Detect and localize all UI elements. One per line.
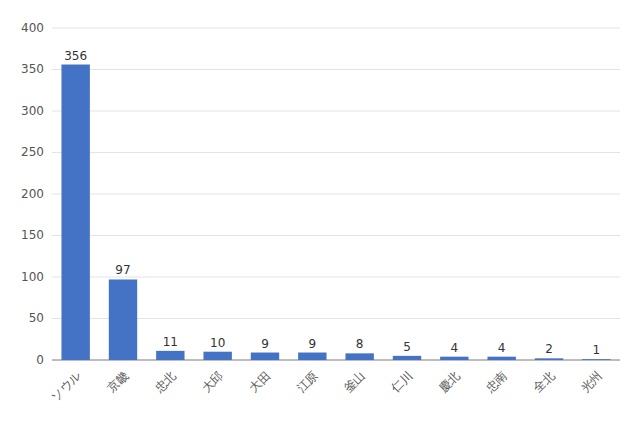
data-label: 2 [545,342,553,356]
y-tick-label: 50 [29,311,44,325]
data-label: 11 [163,335,178,349]
y-tick-label: 150 [21,228,44,242]
x-tick-label: 釜山 [341,368,368,395]
bar [109,279,137,360]
x-tick-label: 光州 [578,368,605,395]
data-label: 1 [593,343,601,357]
bar [393,356,421,360]
data-label: 4 [498,341,506,355]
y-tick-label: 300 [21,104,44,118]
grid-line [52,111,620,112]
page: {"chart_data": {"type": "bar", "categori… [0,0,640,440]
chart-container: 0 50 100 150 200 250 300 350 400 ソウル京畿忠北大邱大田江原釜山仁… [0,0,640,440]
x-tick-label: 慶北 [436,368,463,395]
data-label: 10 [210,336,225,350]
y-tick-label: 400 [21,21,44,35]
y-tick-label: 0 [36,353,44,367]
x-tick-label: 忠南 [482,368,510,396]
grid-line [52,28,620,29]
bar [298,353,326,360]
x-tick-label: 仁川 [388,368,416,396]
data-label: 8 [356,337,364,351]
bar [582,359,610,360]
y-tick-label: 350 [21,62,44,76]
bar [156,351,184,360]
bar [487,357,515,360]
axes: 0 50 100 150 200 250 300 350 400 ソウル京畿忠北大邱大田江原釜山仁… [21,21,620,404]
y-tick-label: 100 [21,270,44,284]
bar [203,352,231,360]
grid-line [52,69,620,70]
x-tick-label: 京畿 [104,368,131,395]
bar [61,65,89,360]
y-tick-label: 250 [21,145,44,159]
bar [345,353,373,360]
x-tick-label: 忠北 [151,368,179,396]
x-tick-label: 大田 [246,368,273,395]
data-label: 9 [261,337,269,351]
grid [52,28,620,360]
bar [440,357,468,360]
data-label: 5 [403,340,411,354]
x-tick-label: ソウル [49,368,84,403]
y-tick-label: 200 [21,187,44,201]
chart-svg: 0 50 100 150 200 250 300 350 400 ソウル京畿忠北大邱大田江原釜山仁… [0,0,640,440]
bar [251,353,279,360]
data-label: 97 [115,263,130,277]
data-label: 4 [451,341,459,355]
x-tick-label: 全北 [530,368,557,395]
grid-line [52,277,620,278]
grid-line [52,194,620,195]
data-label: 356 [64,49,87,63]
bar [535,358,563,360]
x-tick-label: 江原 [294,368,321,395]
data-label: 9 [309,337,317,351]
bars [61,65,610,360]
grid-line [52,235,620,236]
grid-line [52,152,620,153]
data-labels: 356 97 11 10 9 9 8 5 4 4 2 1 [64,49,600,358]
x-tick-label: 大邱 [199,368,226,395]
